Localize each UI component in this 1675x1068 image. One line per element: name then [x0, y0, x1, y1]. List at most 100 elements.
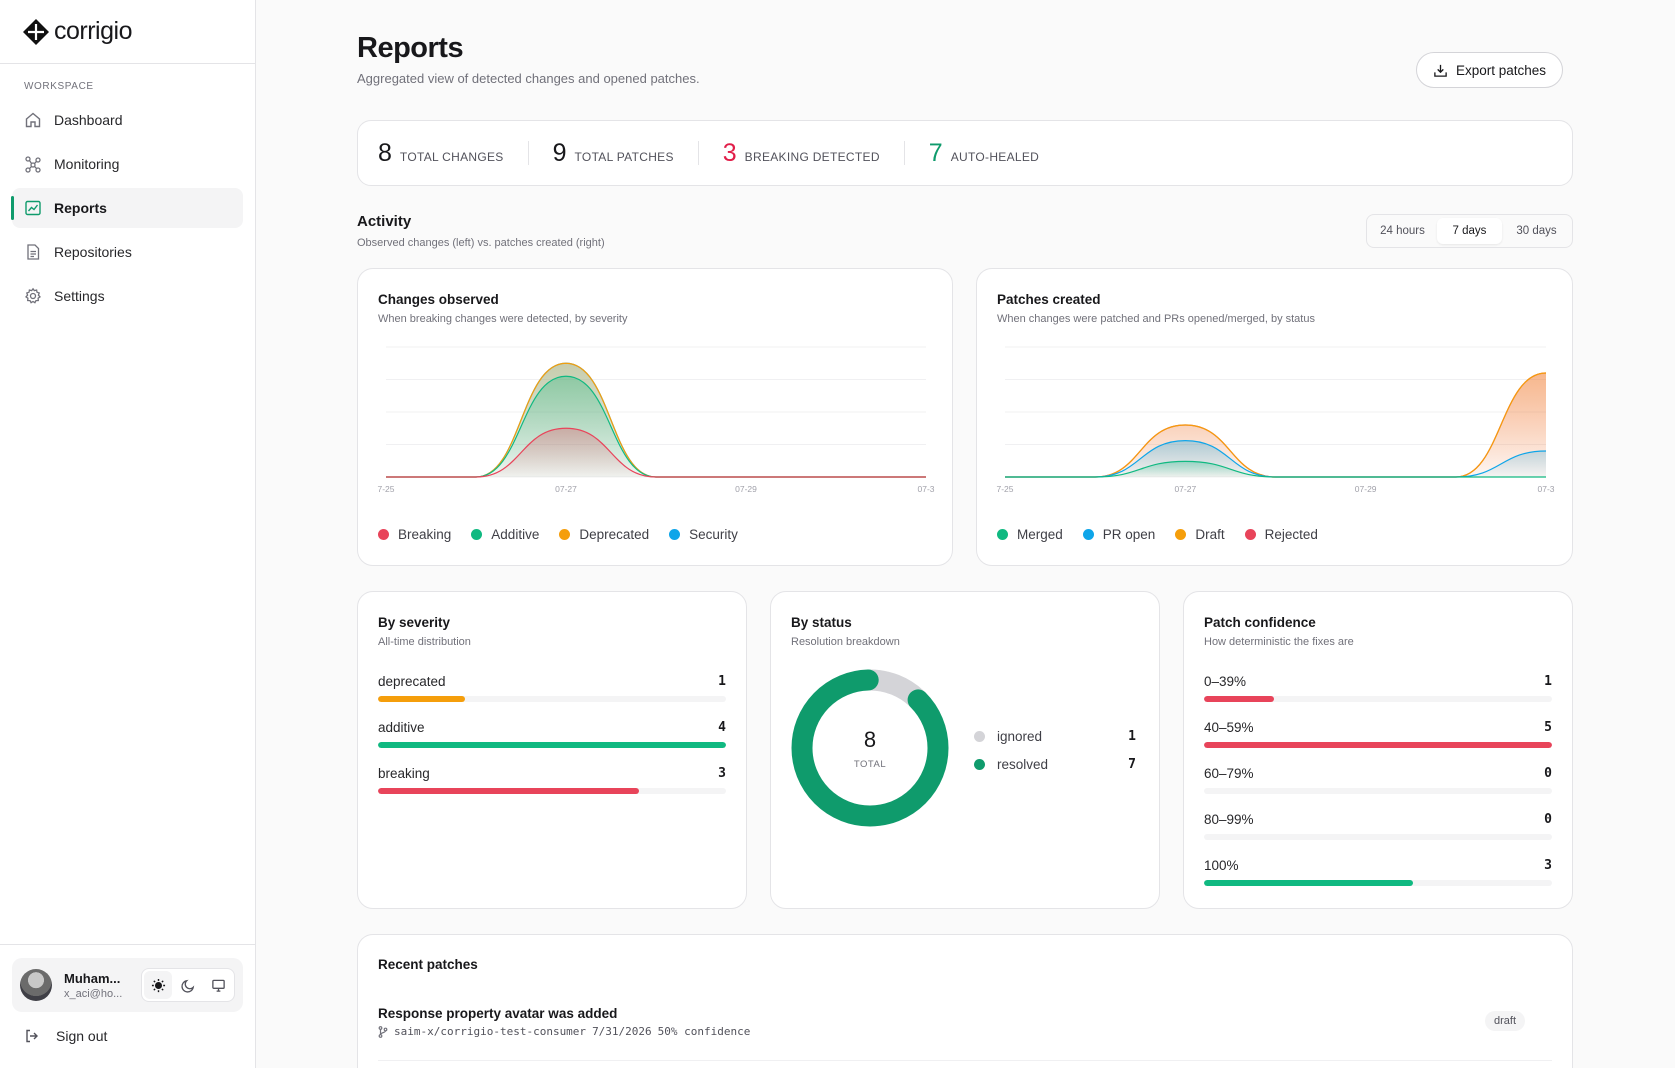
legend-dot: [1082, 529, 1094, 540]
legend-additive[interactable]: Additive: [471, 527, 539, 542]
legend-dot: [471, 529, 483, 540]
stat-value: 8: [378, 138, 392, 167]
moon-icon: [180, 979, 194, 993]
x-tick-label: 07-27: [555, 484, 577, 494]
sidebar-item-label: Monitoring: [54, 156, 120, 172]
donut-segment-resolved[interactable]: [791, 669, 949, 827]
row-label: 60–79%: [1204, 766, 1254, 781]
bar-track: [378, 696, 726, 702]
stat-auto-healed: 7 AUTO-HEALED: [929, 139, 1039, 168]
activity-title: Activity: [357, 213, 412, 230]
patches-created-card: Patches created When changes were patche…: [976, 268, 1573, 566]
page-subtitle: Aggregated view of detected changes and …: [357, 71, 700, 86]
logo-icon: [23, 18, 49, 45]
user-card[interactable]: Muham... x_aci@ho...: [12, 958, 243, 1012]
brand[interactable]: corrigio: [0, 0, 255, 64]
confidence-row: 40–59% 5: [1204, 720, 1552, 760]
stat-value: 9: [552, 138, 567, 167]
row-value: 0: [1544, 766, 1552, 781]
bar-track: [378, 742, 726, 748]
stat-label: BREAKING DETECTED: [744, 149, 880, 164]
export-patches-button[interactable]: Export patches: [1416, 52, 1564, 88]
legend-label: Merged: [1017, 527, 1063, 542]
recent-patches-title: Recent patches: [378, 957, 478, 972]
legend-merged[interactable]: Merged: [997, 527, 1063, 542]
line-security: [385, 362, 926, 478]
monitor-icon: [211, 979, 225, 992]
stat-value: 3: [722, 138, 737, 167]
card-title: Patch confidence: [1204, 615, 1316, 630]
bar-track: [1204, 742, 1552, 748]
line-breaking: [385, 427, 926, 478]
main-content: Reports Aggregated view of detected chan…: [257, 0, 1675, 1068]
legend-breaking[interactable]: Breaking: [378, 527, 451, 542]
download-icon: [1434, 64, 1447, 77]
sun-icon: [151, 978, 165, 992]
donut-total: 8: [863, 726, 877, 752]
legend-draft[interactable]: Draft: [1175, 527, 1225, 542]
avatar[interactable]: [20, 969, 52, 1001]
sidebar-nav: Dashboard Monitoring Reports Repositorie…: [0, 100, 255, 316]
sidebar-item-label: Dashboard: [54, 112, 123, 128]
theme-light-button[interactable]: [144, 971, 172, 999]
sidebar-item-repositories[interactable]: Repositories: [12, 232, 243, 272]
repository-icon: [27, 244, 40, 260]
card-title: By severity: [378, 615, 451, 630]
legend-pr-open[interactable]: PR open: [1082, 527, 1156, 542]
area-security: [386, 363, 926, 477]
legend-rejected[interactable]: Rejected: [1244, 527, 1318, 542]
row-value: 3: [718, 766, 726, 781]
x-tick-label: 07-29: [1355, 484, 1377, 494]
area-pr-open: [1005, 440, 1546, 477]
legend-label: Breaking: [398, 527, 452, 542]
range-30-days[interactable]: 30 days: [1516, 225, 1557, 237]
row-label: 0–39%: [1204, 674, 1247, 689]
x-tick-label: 07-3: [917, 484, 934, 494]
line-deprecated: [385, 362, 926, 478]
severity-row: additive 4: [378, 720, 726, 760]
theme-toggle: [141, 968, 235, 1002]
donut-chart: [791, 669, 949, 827]
sidebar-item-label: Settings: [54, 288, 105, 304]
patch-repo[interactable]: saim-x/corrigio-test-consumer: [394, 1025, 587, 1038]
range-7-days[interactable]: 7 days: [1437, 218, 1502, 244]
home-icon: [25, 112, 41, 128]
status-row-resolved: resolved 7: [974, 754, 1136, 774]
theme-dark-button[interactable]: [174, 971, 202, 999]
by-severity-card: By severity All-time distribution deprec…: [357, 591, 747, 909]
legend-dot: [1175, 529, 1187, 540]
theme-system-button[interactable]: [204, 971, 232, 999]
recent-patches-card: Recent patches Response property avatar …: [357, 934, 1573, 1068]
bar-fill: [378, 742, 726, 748]
sidebar-item-settings[interactable]: Settings: [12, 276, 243, 316]
sign-out-link[interactable]: Sign out: [24, 1028, 107, 1044]
legend-security[interactable]: Security: [669, 527, 738, 542]
sidebar-item-dashboard[interactable]: Dashboard: [12, 100, 243, 140]
status-badge: draft: [1485, 1011, 1526, 1031]
legend-label: PR open: [1102, 527, 1156, 542]
row-value: 5: [1544, 720, 1552, 735]
patch-confidence: 50% confidence: [657, 1025, 751, 1038]
range-24-hours[interactable]: 24 hours: [1380, 225, 1425, 237]
sidebar-item-reports[interactable]: Reports: [11, 188, 243, 228]
stats-bar: 8 TOTAL CHANGES 9 TOTAL PATCHES 3 BREAKI…: [357, 120, 1573, 186]
row-value: 0: [1544, 812, 1552, 827]
legend-deprecated[interactable]: Deprecated: [559, 527, 649, 542]
legend-dot: [378, 529, 389, 540]
card-title: Patches created: [997, 292, 1101, 307]
patch-title[interactable]: Response property avatar was added: [378, 1006, 618, 1021]
legend-label: Rejected: [1264, 527, 1318, 542]
stat-value: 7: [928, 138, 943, 167]
page-title: Reports: [357, 32, 464, 64]
line-rejected: [1004, 372, 1547, 478]
row-label: deprecated: [378, 674, 446, 689]
confidence-row: 60–79% 0: [1204, 766, 1552, 806]
sidebar-item-monitoring[interactable]: Monitoring: [12, 144, 243, 184]
bar-fill: [378, 696, 465, 702]
divider: [697, 141, 699, 165]
line-pr-open: [1004, 439, 1547, 478]
legend-label: Draft: [1195, 527, 1225, 542]
severity-row: deprecated 1: [378, 674, 726, 714]
divider: [527, 141, 529, 165]
card-subtitle: All-time distribution: [378, 636, 471, 648]
